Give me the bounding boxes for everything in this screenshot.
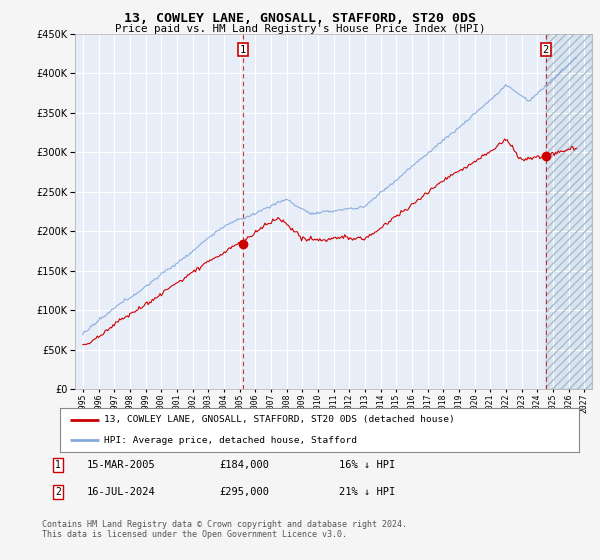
Text: 13, COWLEY LANE, GNOSALL, STAFFORD, ST20 0DS: 13, COWLEY LANE, GNOSALL, STAFFORD, ST20… [124, 12, 476, 25]
Bar [546, 34, 592, 389]
Text: 2: 2 [55, 487, 61, 497]
Text: Contains HM Land Registry data © Crown copyright and database right 2024.
This d: Contains HM Land Registry data © Crown c… [42, 520, 407, 539]
Text: HPI: Average price, detached house, Stafford: HPI: Average price, detached house, Staf… [104, 436, 357, 445]
Text: 13, COWLEY LANE, GNOSALL, STAFFORD, ST20 0DS (detached house): 13, COWLEY LANE, GNOSALL, STAFFORD, ST20… [104, 416, 455, 424]
Text: £295,000: £295,000 [219, 487, 269, 497]
Text: Price paid vs. HM Land Registry's House Price Index (HPI): Price paid vs. HM Land Registry's House … [115, 24, 485, 34]
Text: 16-JUL-2024: 16-JUL-2024 [87, 487, 156, 497]
Text: 1: 1 [55, 460, 61, 470]
Text: 16% ↓ HPI: 16% ↓ HPI [339, 460, 395, 470]
Text: 2: 2 [542, 45, 549, 55]
Text: 1: 1 [240, 45, 246, 55]
Text: £184,000: £184,000 [219, 460, 269, 470]
Text: 21% ↓ HPI: 21% ↓ HPI [339, 487, 395, 497]
Text: 15-MAR-2005: 15-MAR-2005 [87, 460, 156, 470]
